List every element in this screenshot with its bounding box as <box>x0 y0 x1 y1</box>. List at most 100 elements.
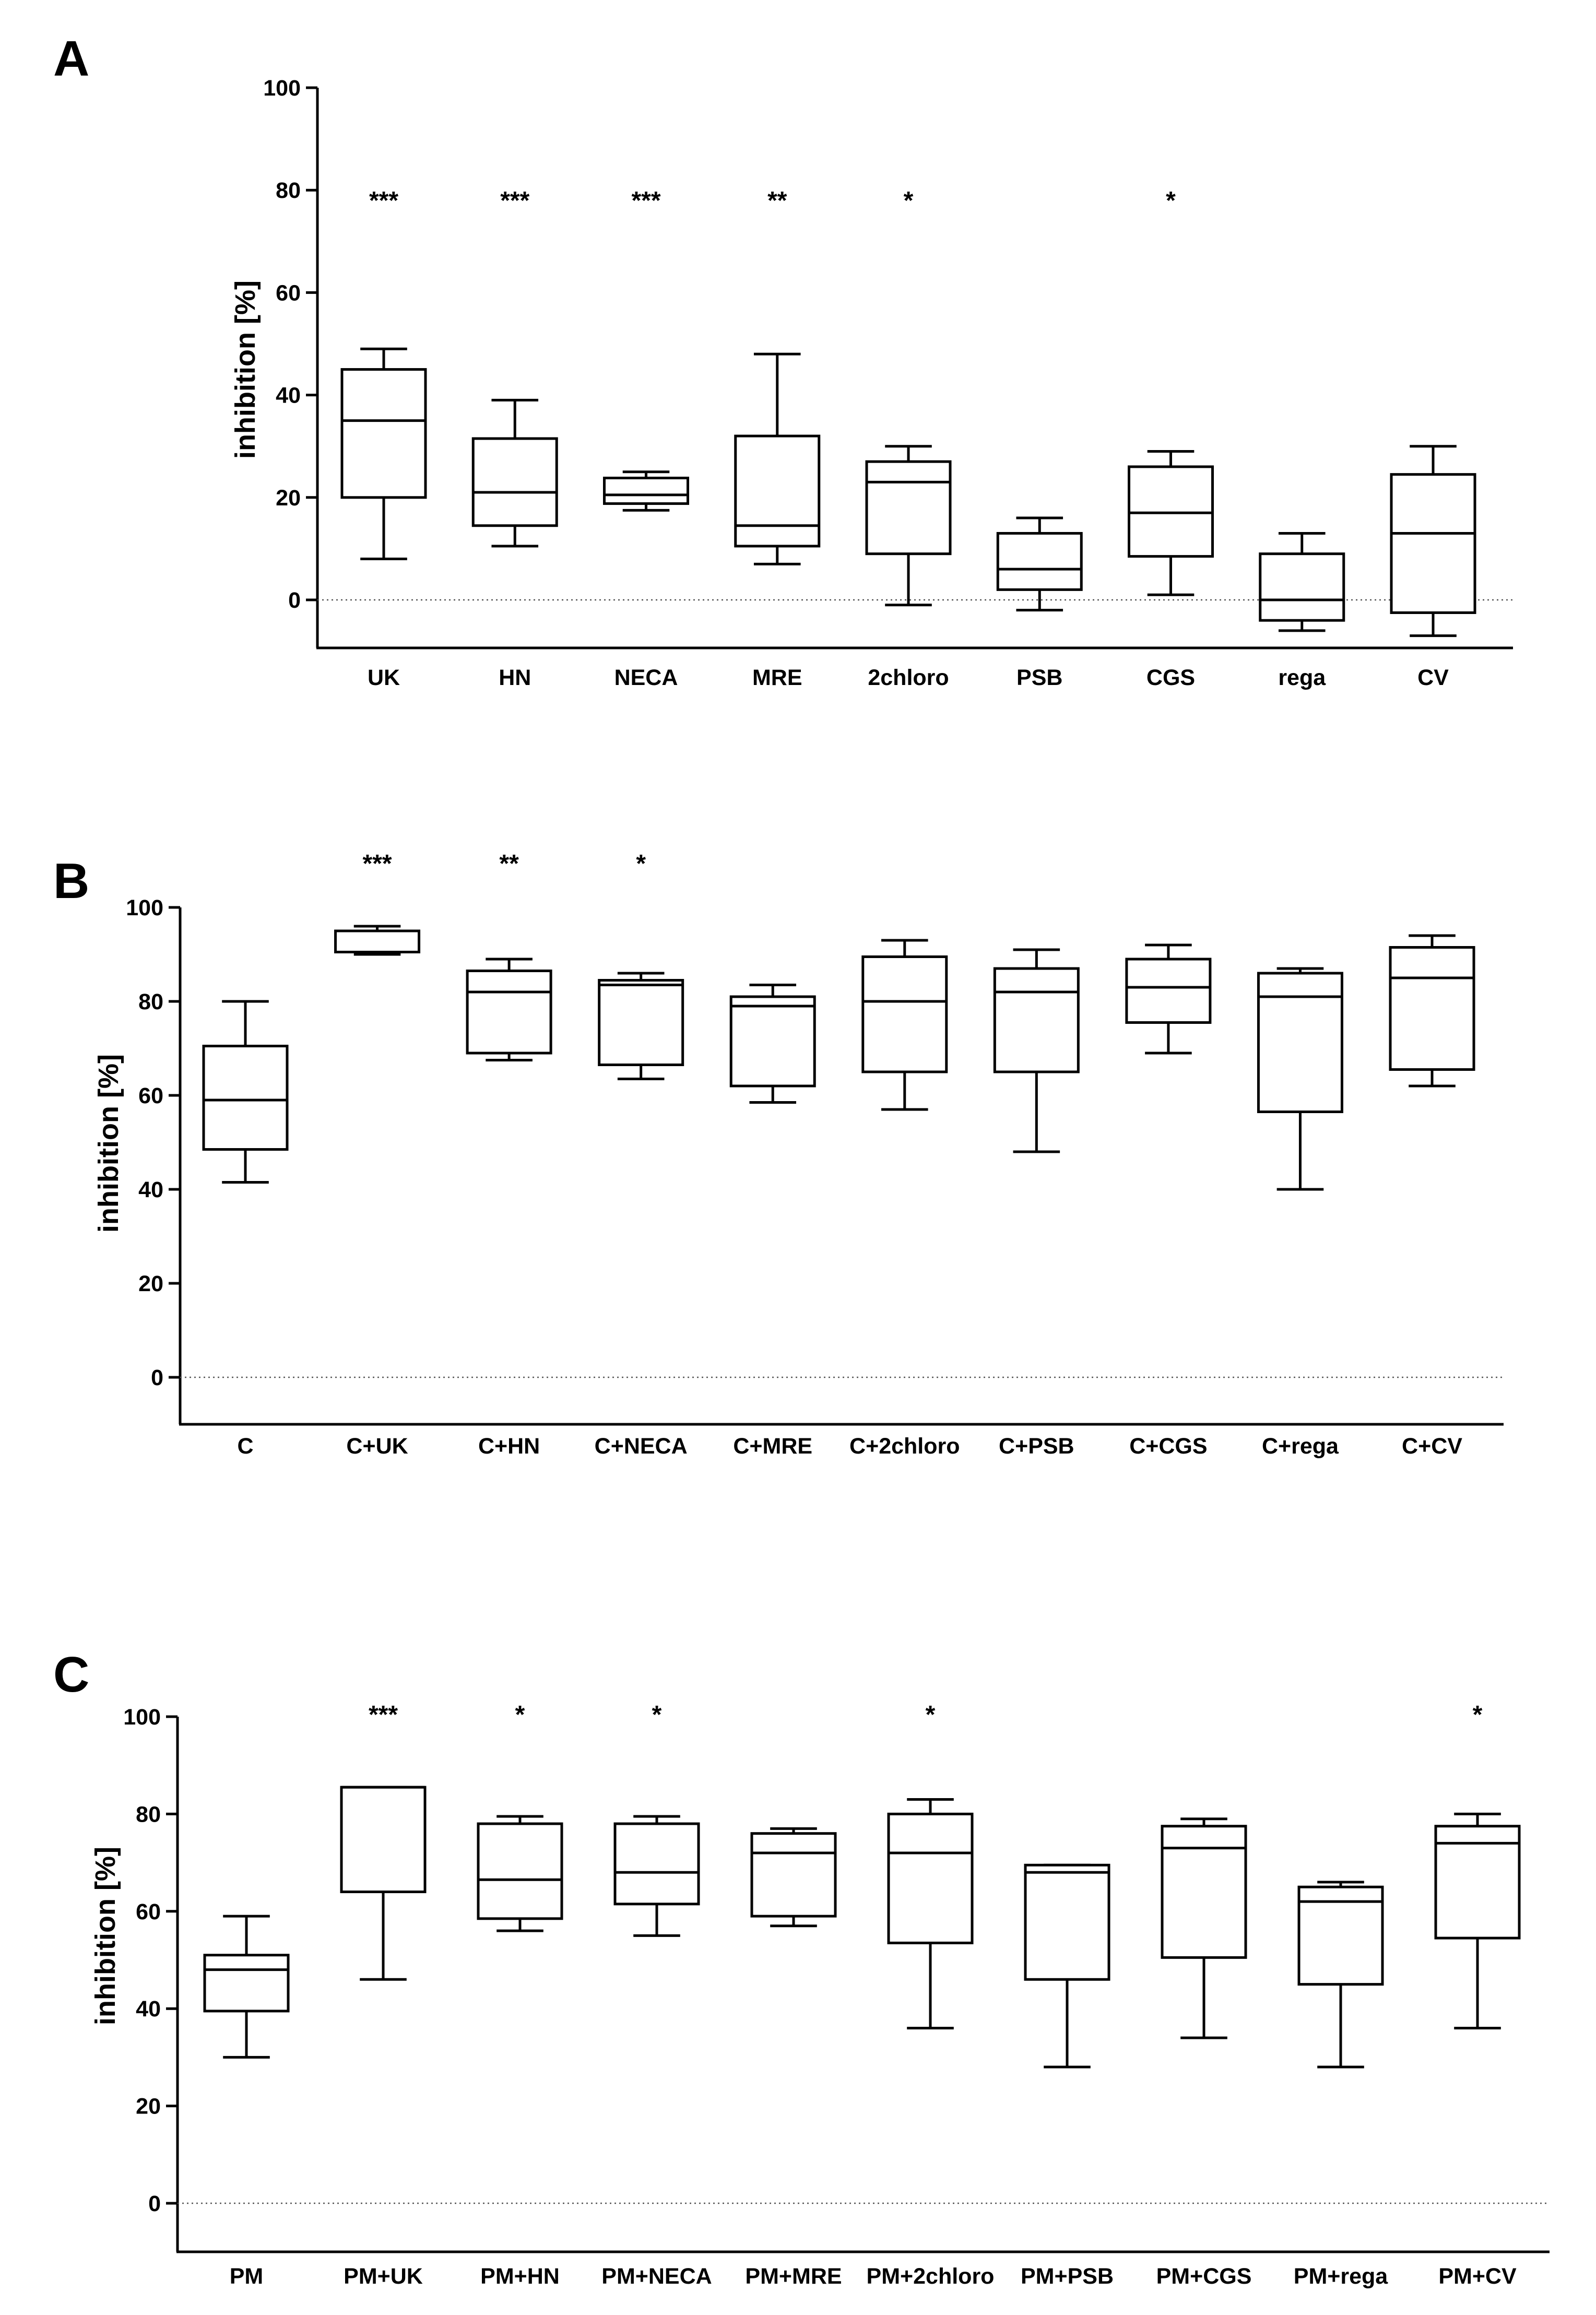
box-iqr <box>1434 1825 1521 1940</box>
x-category-label: C+CGS <box>1129 1434 1207 1459</box>
box-PM+HN <box>477 1815 563 1932</box>
box-C+PSB <box>993 948 1080 1153</box>
x-category-label: C+UK <box>346 1434 408 1459</box>
y-tick-label: 0 <box>148 2191 161 2216</box>
box-C+NECA <box>598 972 684 1080</box>
x-category-label: PM+PSB <box>1021 2264 1114 2289</box>
box-CGS <box>1128 450 1214 596</box>
x-category-label: C+rega <box>1262 1434 1339 1459</box>
y-axis-label: inhibition [%] <box>230 280 261 459</box>
significance-marker: *** <box>369 1701 398 1729</box>
y-axis-label: inhibition [%] <box>93 1054 124 1233</box>
x-category-label: PM+UK <box>344 2264 423 2289</box>
plot-area: 0 20 40 60 80 100 PM PM+UK *** PM+HN * PM+NECA * PM+M… <box>123 1701 1550 2289</box>
box-PM+2chloro <box>887 1798 974 2029</box>
box-iqr <box>334 929 421 953</box>
box-iqr <box>996 531 1083 591</box>
y-tick-label: 80 <box>276 178 301 203</box>
box-iqr <box>861 955 948 1073</box>
box-PM+MRE <box>750 1827 837 1928</box>
significance-marker: * <box>515 1701 525 1729</box>
box-iqr <box>340 1786 427 1894</box>
box-iqr <box>993 967 1080 1073</box>
box-iqr <box>750 1832 837 1918</box>
y-tick-label: 60 <box>136 1899 161 1924</box>
box-HN <box>471 398 558 548</box>
x-category-label: 2chloro <box>868 665 949 690</box>
y-tick-label: 100 <box>126 895 163 920</box>
y-tick-label: 100 <box>263 76 301 101</box>
box-iqr <box>603 477 689 505</box>
plot-area: 020406080100UK***HN***NECA***MRE**2chlor… <box>263 76 1513 690</box>
significance-marker: *** <box>631 187 660 215</box>
x-category-label: C+NECA <box>595 1434 688 1459</box>
x-category-label: CV <box>1417 665 1449 690</box>
x-category-label: CGS <box>1146 665 1195 690</box>
significance-marker: *** <box>369 187 398 215</box>
significance-marker: ** <box>499 850 519 878</box>
y-tick-label: 20 <box>276 486 301 511</box>
plot-area: 0 20 40 60 80 100 C C+UK *** C+HN ** C+NECA * C+MRE C+… <box>126 850 1504 1459</box>
significance-marker: * <box>904 187 914 215</box>
box-iqr <box>1024 1863 1110 1981</box>
x-category-label: NECA <box>614 665 678 690</box>
x-category-label: C+2chloro <box>849 1434 960 1459</box>
box-iqr <box>887 1812 974 1944</box>
significance-marker: ** <box>767 187 787 215</box>
box-CV <box>1390 445 1476 637</box>
x-category-label: PM+MRE <box>745 2264 842 2289</box>
box-C+CV <box>1389 934 1475 1088</box>
x-category-label: PM+NECA <box>601 2264 712 2289</box>
box-iqr <box>1390 473 1476 615</box>
box-iqr <box>734 434 821 548</box>
significance-marker: * <box>1166 187 1176 215</box>
x-category-label: C+MRE <box>733 1434 812 1459</box>
y-tick-label: 80 <box>136 1802 161 1827</box>
x-category-label: PM+CV <box>1438 2264 1517 2289</box>
y-tick-label: 20 <box>138 1271 163 1296</box>
box-PM+rega <box>1297 1881 1384 2069</box>
box-iqr <box>471 437 558 527</box>
y-tick-label: 0 <box>151 1365 163 1390</box>
box-iqr <box>1257 972 1343 1113</box>
x-category-label: rega <box>1278 665 1326 690</box>
x-category-label: UK <box>368 665 400 690</box>
box-iqr <box>1297 1885 1384 1986</box>
box-iqr <box>1161 1825 1247 1959</box>
y-tick-label: 20 <box>136 2094 161 2119</box>
box-NECA <box>603 470 689 512</box>
box-iqr <box>729 995 816 1088</box>
y-axis-label: inhibition [%] <box>90 1847 121 2025</box>
x-category-label: PM+HN <box>480 2264 560 2289</box>
x-category-label: PM+2chloro <box>867 2264 995 2289</box>
box-C+UK <box>334 925 421 956</box>
box-iqr <box>340 368 427 499</box>
box-PM <box>203 1915 290 2059</box>
box-PM+PSB <box>1024 1863 1110 2069</box>
panel-label-a: A <box>53 31 89 87</box>
panel-label-c: C <box>53 1647 89 1703</box>
x-category-label: PM <box>230 2264 264 2289</box>
box-PM+CV <box>1434 1812 1521 2029</box>
box-C+CGS <box>1125 943 1212 1055</box>
box-iqr <box>865 460 952 556</box>
significance-marker: * <box>1473 1701 1483 1729</box>
box-C+rega <box>1257 967 1343 1191</box>
significance-marker: * <box>652 1701 662 1729</box>
box-iqr <box>203 1954 290 2013</box>
box-rega <box>1259 531 1345 632</box>
box-2chloro <box>865 445 952 607</box>
box-iqr <box>1259 552 1345 622</box>
x-category-label: C <box>237 1434 253 1459</box>
box-UK <box>340 347 427 561</box>
y-tick-label: 80 <box>138 989 163 1014</box>
box-iqr <box>598 979 684 1066</box>
box-PM+CGS <box>1161 1817 1247 2039</box>
y-tick-label: 60 <box>138 1083 163 1108</box>
box-C+2chloro <box>861 939 948 1111</box>
x-category-label: HN <box>499 665 531 690</box>
panel-label-b: B <box>53 853 89 909</box>
